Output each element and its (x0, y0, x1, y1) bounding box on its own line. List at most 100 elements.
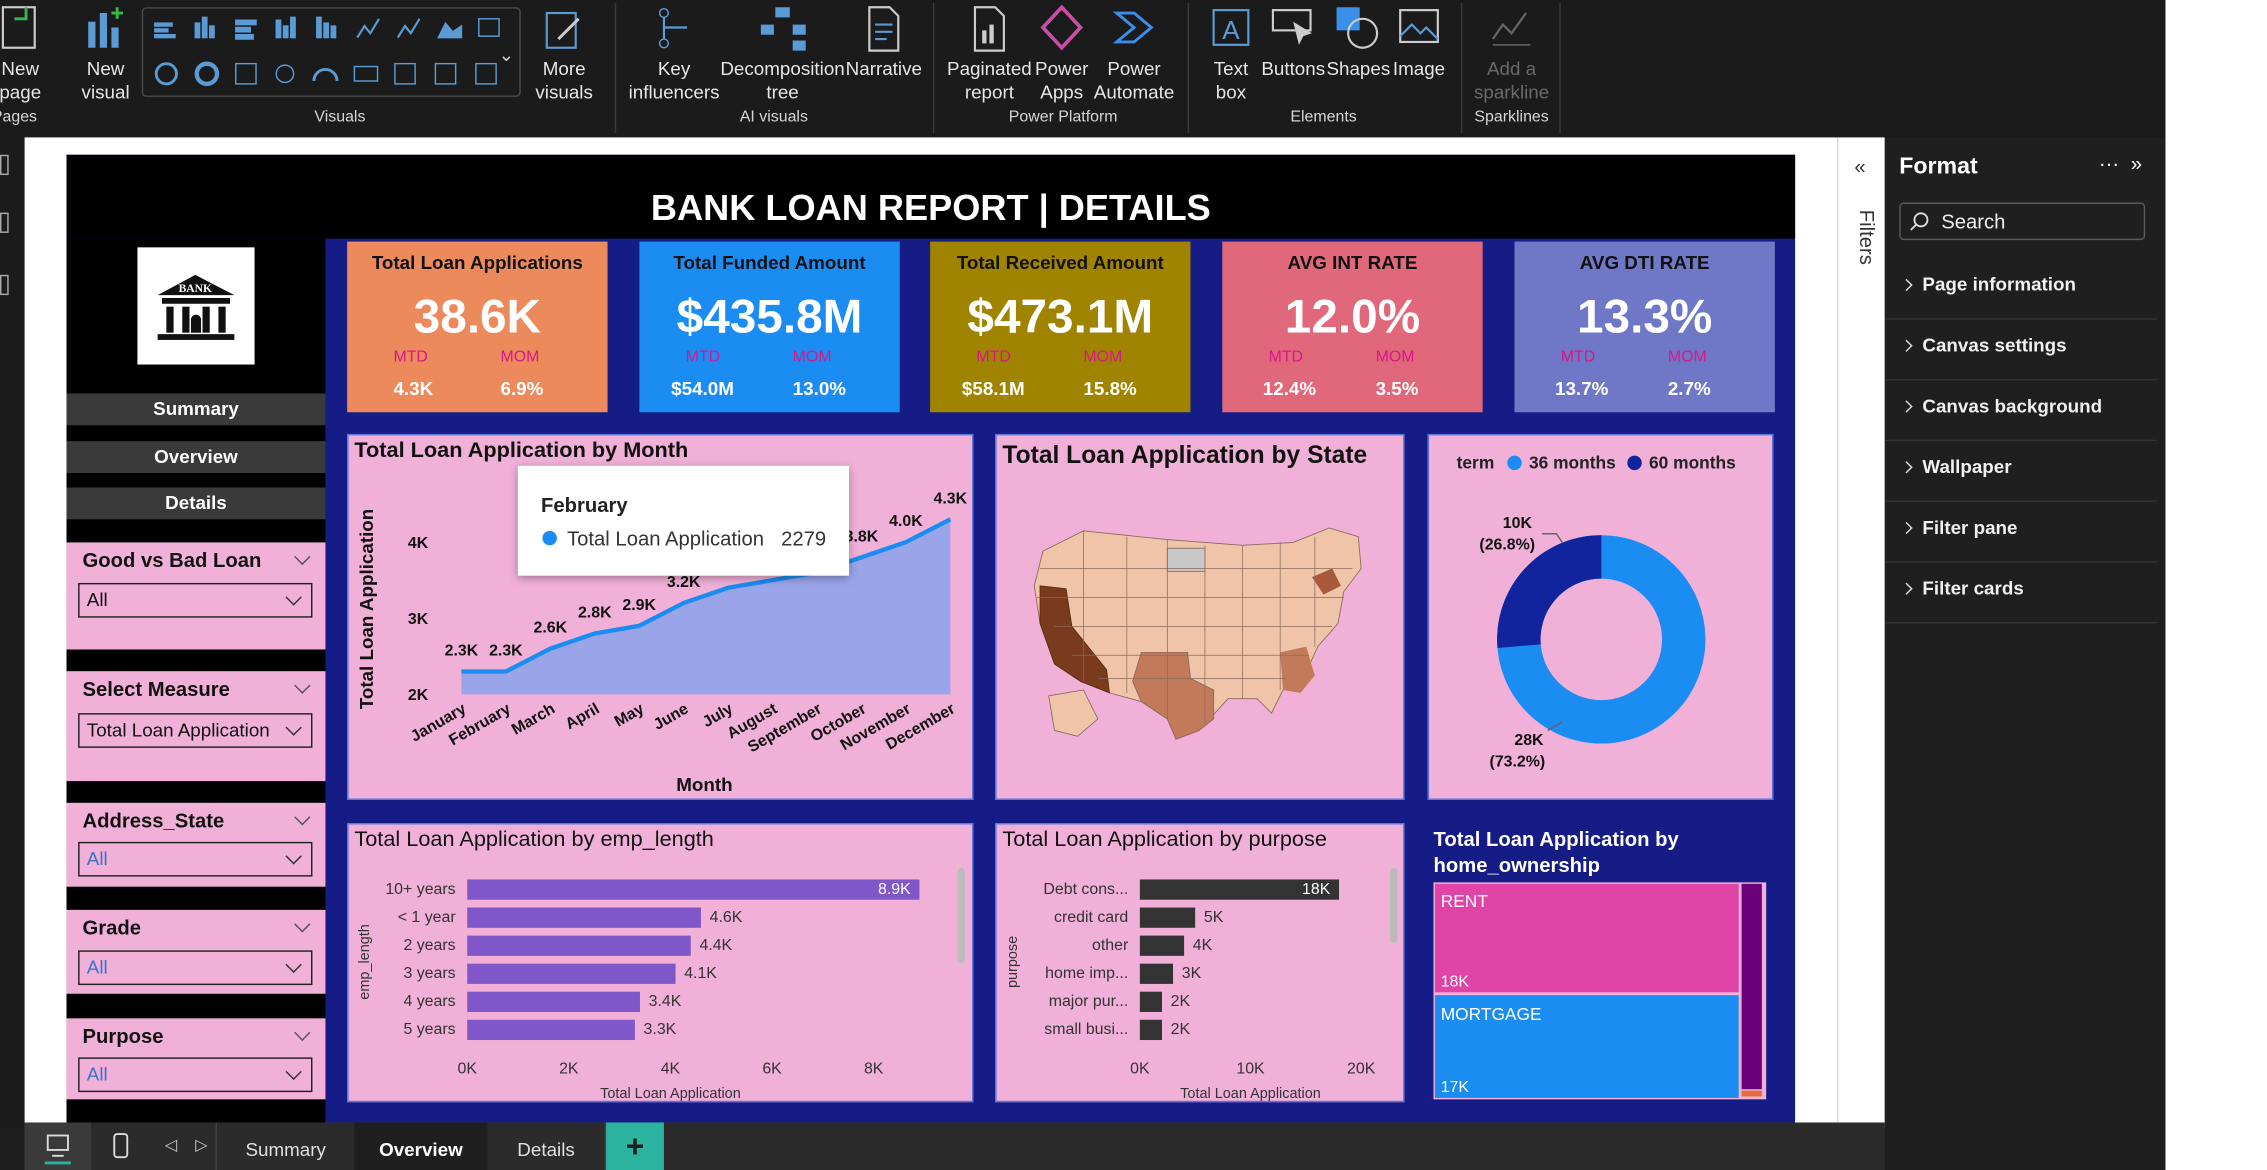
kpi-card-avg-dti-rate[interactable]: AVG DTI RATE 13.3% MTD MOM 13.7% 2.7% (1514, 241, 1775, 413)
decomposition-tree-button[interactable]: Decomposition tree (719, 4, 846, 104)
slicer-collapse-chevron-icon[interactable] (294, 809, 311, 826)
x-tick-label: 6K (762, 1060, 782, 1077)
add-sparkline-button[interactable]: Add a sparkline (1473, 4, 1551, 104)
tab-overview[interactable]: Overview (354, 1122, 488, 1170)
chart-loan-by-purpose[interactable]: Total Loan Application by purpose Debt c… (995, 823, 1406, 1104)
kpi-mtd-value: $54.0M (671, 377, 734, 400)
format-item-canvas-settings[interactable]: Canvas settings (1884, 320, 2157, 381)
kpi-title: Total Funded Amount (673, 251, 866, 274)
group-sparklines: Sparklines (1474, 108, 1549, 126)
chart-home-ownership[interactable]: Total Loan Application by home_ownership… (1426, 822, 1779, 1106)
chart-loan-by-emp-length[interactable]: Total Loan Application by emp_length 10+… (347, 823, 975, 1104)
kpi-mtd-label: MTD (976, 348, 1011, 366)
data-label: 8.9K (878, 881, 911, 898)
data-label-percent: (73.2%) (1490, 754, 1546, 771)
tab-summary[interactable]: Summary (215, 1122, 355, 1170)
expand-right-icon[interactable]: » (2130, 151, 2142, 176)
bar (467, 963, 676, 984)
prev-page-icon[interactable]: ◁ (164, 1136, 178, 1155)
key-influencers-button[interactable]: Key influencers (628, 4, 721, 104)
format-search-input[interactable]: Search (1899, 202, 2146, 241)
kpi-card-total-applications[interactable]: Total Loan Applications 38.6K MTD MOM 4.… (347, 241, 608, 413)
visuals-gallery[interactable] (141, 7, 522, 99)
donut-chart[interactable]: 10K (26.8%) 28K (73.2%) (1429, 435, 1775, 801)
slicer-collapse-chevron-icon[interactable] (294, 677, 311, 694)
kpi-mtd-value: 12.4% (1262, 377, 1317, 400)
group-ai-visuals: AI visuals (739, 108, 808, 126)
kpi-mom-value: 13.0% (792, 377, 847, 400)
map-loan-by-state[interactable]: Total Loan Application by State (995, 433, 1406, 801)
report-view-icon[interactable] (0, 154, 9, 176)
more-visuals-button[interactable]: More visuals (524, 4, 605, 104)
new-visual-button[interactable]: New visual (75, 4, 136, 104)
visuals-gallery-icons[interactable] (143, 9, 522, 99)
legend-60-months[interactable]: 60 months (1649, 452, 1736, 474)
format-item-filter-pane[interactable]: Filter pane (1884, 502, 2157, 563)
nav-summary-button[interactable]: Summary (66, 393, 326, 426)
slicer-good-bad-loan: Good vs Bad Loan All (66, 542, 326, 650)
new-page-button[interactable]: New page (0, 4, 52, 104)
slicer-collapse-chevron-icon[interactable] (294, 548, 311, 566)
scrollbar[interactable] (1390, 867, 1398, 944)
format-item-canvas-background[interactable]: Canvas background (1884, 380, 2157, 442)
tooltip-value: 2279 (781, 526, 827, 550)
kpi-card-received-amount[interactable]: Total Received Amount $473.1M MTD MOM $5… (930, 241, 1191, 413)
slicer-collapse-chevron-icon[interactable] (294, 1024, 311, 1041)
treemap-value: 18K (1441, 974, 1470, 991)
slicer-dropdown[interactable]: All (78, 582, 313, 618)
data-label: 4.0K (889, 513, 923, 530)
more-options-icon[interactable]: ··· (2098, 151, 2120, 176)
mobile-layout-icon[interactable] (111, 1133, 131, 1169)
data-label: 3.4K (649, 993, 682, 1010)
collapse-left-icon[interactable]: « (1854, 154, 1866, 178)
emp-length-bar-chart[interactable]: 10+ years 8.9K < 1 year 4.6K 2 years 4.4K 3 ye… (349, 825, 975, 1104)
month-area-chart[interactable]: 2K3K4K2.3KJanuary2.3KFebruary2.6KMarch2.… (349, 435, 975, 801)
page-tabs-bar: ◁ ▷ Summary Overview Details + (24, 1122, 1885, 1170)
add-page-icon[interactable]: + (606, 1122, 664, 1170)
narrative-button[interactable]: Narrative (843, 4, 924, 81)
slicer-dropdown[interactable]: All (78, 1057, 313, 1093)
slicer-value: All (86, 847, 108, 870)
category-label: 10+ years (385, 881, 455, 898)
scrollbar[interactable] (957, 867, 965, 964)
slicer-dropdown[interactable]: Total Loan Application (78, 713, 313, 748)
table-view-icon[interactable] (0, 212, 9, 233)
chart-term-donut[interactable]: term 36 months 60 months 10K (26.8%) 28K (7… (1427, 433, 1775, 801)
image-label: Image (1392, 57, 1446, 80)
gallery-expand-chevron-icon[interactable]: ⌄ (498, 43, 515, 66)
model-view-icon[interactable] (0, 274, 9, 296)
treemap-value: 17K (1441, 1079, 1470, 1096)
image-button[interactable]: Image (1392, 4, 1447, 81)
next-page-icon[interactable]: ▷ (195, 1136, 208, 1155)
kpi-mom-value: 6.9% (500, 377, 544, 400)
buttons-button[interactable]: Buttons (1261, 4, 1325, 81)
slicer-collapse-chevron-icon[interactable] (294, 916, 311, 933)
slicer-dropdown[interactable]: All (78, 841, 313, 877)
slicer-dropdown[interactable]: All (78, 950, 313, 986)
us-map[interactable] (997, 435, 1406, 801)
treemap[interactable]: RENT 18K MORTGAGE 17K (1426, 822, 1779, 1106)
legend-36-months[interactable]: 36 months (1528, 452, 1616, 474)
text-box-button[interactable]: A Text box (1203, 4, 1258, 104)
format-item-page-information[interactable]: Page information (1884, 259, 2157, 320)
data-label: 4.4K (699, 937, 732, 954)
bank-icon: BANK (157, 274, 235, 340)
data-label: 10K (1503, 515, 1533, 532)
tab-details[interactable]: Details (487, 1122, 607, 1170)
filters-pane-collapsed[interactable]: « Filters (1837, 137, 1885, 1129)
paginated-report-button[interactable]: Paginated report (946, 4, 1033, 104)
kpi-card-funded-amount[interactable]: Total Funded Amount $435.8M MTD MOM $54.… (639, 241, 900, 413)
desktop-layout-icon[interactable] (24, 1122, 92, 1170)
x-tick-label: June (651, 700, 692, 733)
kpi-card-avg-int-rate[interactable]: AVG INT RATE 12.0% MTD MOM 12.4% 3.5% (1222, 241, 1483, 413)
power-automate-button[interactable]: Power Automate (1092, 4, 1176, 104)
format-item-filter-cards[interactable]: Filter cards (1884, 563, 2157, 624)
treemap-cell-rent (1434, 883, 1739, 993)
nav-details-button[interactable]: Details (66, 487, 326, 520)
nav-overview-button[interactable]: Overview (66, 441, 326, 474)
shapes-button[interactable]: Shapes (1326, 4, 1390, 81)
format-item-wallpaper[interactable]: Wallpaper (1884, 441, 2157, 502)
search-placeholder: Search (1941, 209, 2006, 233)
purpose-bar-chart[interactable]: Debt cons... 18K credit card 5K other 4K home … (997, 825, 1406, 1104)
power-apps-button[interactable]: Power Apps (1030, 4, 1094, 104)
